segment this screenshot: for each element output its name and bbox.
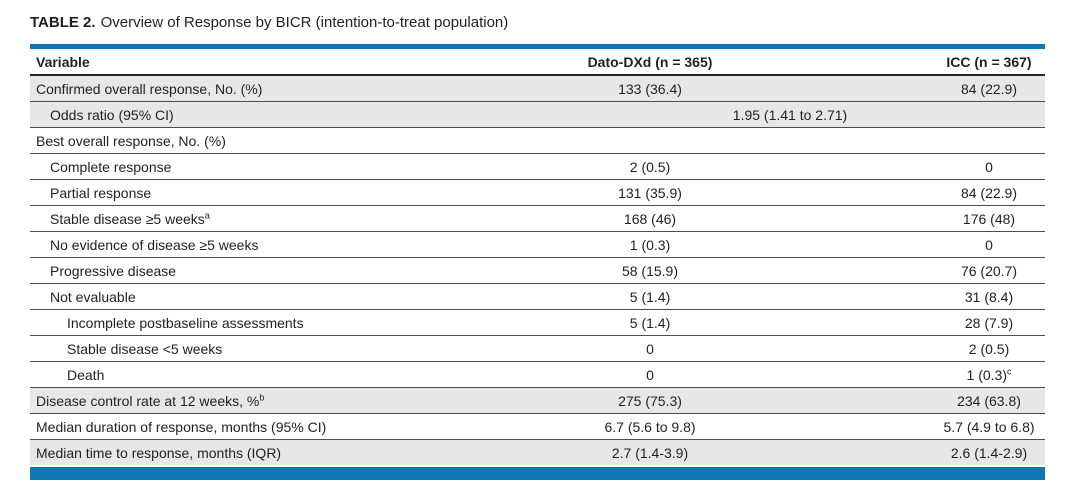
variable-cell: Progressive disease (30, 257, 535, 284)
variable-cell: Odds ratio (95% CI) (30, 101, 535, 128)
table-number: TABLE 2. (30, 14, 96, 31)
table-row: Stable disease ≥5 weeksa 168 (46) 176 (48) (30, 205, 1045, 232)
icc-value-cell: 76 (20.7) (933, 257, 1045, 284)
dato-dxd-value-cell: 275 (75.3) (535, 387, 765, 414)
variable-cell: Death (30, 361, 535, 388)
icc-value-cell: 2.6 (1.4-2.9) (933, 439, 1045, 465)
variable-cell: Stable disease <5 weeks (30, 335, 535, 362)
table-row: Not evaluable 5 (1.4) 31 (8.4) (30, 283, 1045, 310)
icc-value-cell: 2 (0.5) (933, 335, 1045, 362)
spanning-value-cell: 1.95 (1.41 to 2.71) (535, 101, 1045, 128)
table-row: Partial response 131 (35.9) 84 (22.9) (30, 179, 1045, 206)
spacer-cell (765, 179, 933, 206)
spacer-cell (765, 309, 933, 336)
table-row: Best overall response, No. (%) (30, 127, 1045, 154)
variable-cell: Not evaluable (30, 283, 535, 310)
variable-cell: Disease control rate at 12 weeks, %b (30, 387, 535, 414)
spacer-cell (765, 127, 933, 154)
top-accent-bar (30, 44, 1045, 49)
header-row: Variable Dato-DXd (n = 365) ICC (n = 367… (30, 49, 1045, 76)
table-title: TABLE 2. Overview of Response by BICR (in… (30, 13, 1045, 33)
spacer-cell (765, 283, 933, 310)
variable-cell: No evidence of disease ≥5 weeks (30, 231, 535, 258)
icc-value-cell: 234 (63.8) (933, 387, 1045, 414)
icc-value-cell: 1 (0.3)c (933, 361, 1045, 388)
table-row: Confirmed overall response, No. (%) 133 (… (30, 75, 1045, 102)
column-header-icc: ICC (n = 367) (933, 49, 1045, 76)
icc-value-cell: 5.7 (4.9 to 6.8) (933, 413, 1045, 440)
spacer-cell (765, 439, 933, 465)
table-row: Stable disease <5 weeks 0 2 (0.5) (30, 335, 1045, 362)
dato-dxd-value-cell: 58 (15.9) (535, 257, 765, 284)
variable-cell: Best overall response, No. (%) (30, 127, 535, 154)
table-row: Incomplete postbaseline assessments 5 (1.… (30, 309, 1045, 336)
dato-dxd-value-cell: 0 (535, 335, 765, 362)
icc-value-cell: 31 (8.4) (933, 283, 1045, 310)
table-body: Confirmed overall response, No. (%) 133 (… (30, 75, 1045, 465)
icc-value-cell: 0 (933, 153, 1045, 180)
dato-dxd-value-cell: 131 (35.9) (535, 179, 765, 206)
variable-cell: Stable disease ≥5 weeksa (30, 205, 535, 232)
spacer-cell (765, 205, 933, 232)
variable-cell: Confirmed overall response, No. (%) (30, 75, 535, 102)
table-row: Progressive disease 58 (15.9) 76 (20.7) (30, 257, 1045, 284)
icc-value-cell: 176 (48) (933, 205, 1045, 232)
icc-value-cell: 28 (7.9) (933, 309, 1045, 336)
spacer-cell (765, 257, 933, 284)
icc-value-cell: 84 (22.9) (933, 179, 1045, 206)
table-figure: TABLE 2. Overview of Response by BICR (in… (30, 0, 1045, 480)
icc-value-cell: 84 (22.9) (933, 75, 1045, 102)
dato-dxd-value-cell: 2.7 (1.4-3.9) (535, 439, 765, 465)
dato-dxd-value-cell: 168 (46) (535, 205, 765, 232)
footnote-marker: a (204, 209, 210, 220)
spacer-cell (765, 361, 933, 388)
spacer-cell (765, 387, 933, 414)
dato-dxd-value-cell: 0 (535, 361, 765, 388)
spacer-cell (765, 335, 933, 362)
table-row: Disease control rate at 12 weeks, %b 275 … (30, 387, 1045, 414)
response-table: Variable Dato-DXd (n = 365) ICC (n = 367… (30, 49, 1045, 465)
variable-cell: Partial response (30, 179, 535, 206)
icc-value-cell (933, 127, 1045, 154)
table-row: Complete response 2 (0.5) 0 (30, 153, 1045, 180)
spacer-cell (765, 75, 933, 102)
spacer-cell (765, 153, 933, 180)
spacer-cell (765, 413, 933, 440)
column-header-spacer (765, 49, 933, 76)
column-header-dato-dxd: Dato-DXd (n = 365) (535, 49, 765, 76)
table-row: Odds ratio (95% CI) 1.95 (1.41 to 2.71) (30, 101, 1045, 128)
variable-cell: Median time to response, months (IQR) (30, 439, 535, 465)
table-row: Death 0 1 (0.3)c (30, 361, 1045, 388)
table-row: Median time to response, months (IQR) 2.7… (30, 439, 1045, 465)
dato-dxd-value-cell: 1 (0.3) (535, 231, 765, 258)
footnote-marker: c (1006, 365, 1012, 376)
column-header-variable: Variable (30, 49, 535, 76)
dato-dxd-value-cell: 133 (36.4) (535, 75, 765, 102)
dato-dxd-value-cell: 5 (1.4) (535, 309, 765, 336)
icc-value-cell: 0 (933, 231, 1045, 258)
bottom-accent-bar (30, 467, 1045, 480)
dato-dxd-value-cell: 5 (1.4) (535, 283, 765, 310)
variable-cell: Complete response (30, 153, 535, 180)
table-row: Median duration of response, months (95%… (30, 413, 1045, 440)
spacer-cell (765, 231, 933, 258)
dato-dxd-value-cell: 6.7 (5.6 to 9.8) (535, 413, 765, 440)
table-caption: Overview of Response by BICR (intention-… (100, 14, 509, 31)
table-row: No evidence of disease ≥5 weeks 1 (0.3) 0 (30, 231, 1045, 258)
variable-cell: Incomplete postbaseline assessments (30, 309, 535, 336)
footnote-marker: b (259, 391, 265, 402)
dato-dxd-value-cell: 2 (0.5) (535, 153, 765, 180)
variable-cell: Median duration of response, months (95%… (30, 413, 535, 440)
dato-dxd-value-cell (535, 127, 765, 154)
